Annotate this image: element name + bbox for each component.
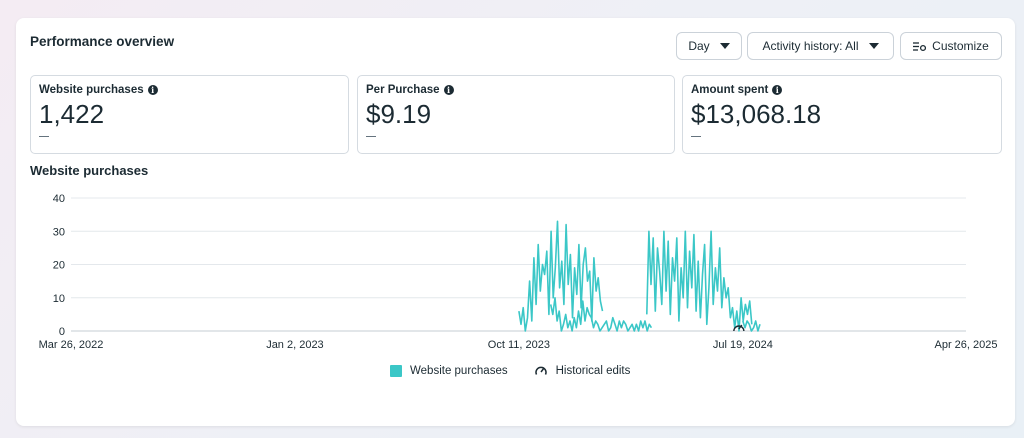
website-purchases-chart[interactable]: 0 10 20 30 40 Mar 26, 2022 Jan 2, 2023 Oct 11, … (16, 178, 1015, 363)
metric-value: $9.19 (366, 99, 432, 129)
info-icon[interactable]: i (443, 85, 454, 95)
chart-section-title: Website purchases (30, 163, 149, 178)
y-tick-label: 0 (59, 326, 65, 338)
caret-down-icon (868, 43, 879, 49)
legend-swatch (390, 365, 402, 377)
day-dropdown[interactable]: Day (676, 32, 742, 60)
customize-icon (913, 41, 927, 51)
day-dropdown-label: Day (688, 39, 710, 53)
performance-overview-panel: Performance overview Day Activity histor… (16, 18, 1015, 426)
series-line (518, 220, 604, 332)
y-tick-label: 10 (53, 293, 65, 305)
metric-card-amount-spent[interactable]: Amount spent i $13,068.18 (682, 75, 1002, 154)
metric-label: Website purchases (39, 84, 144, 96)
metric-card-website-purchases[interactable]: Website purchases i 1,422 (30, 75, 349, 154)
metric-label-row: Amount spent i (691, 84, 993, 96)
metric-label: Per Purchase (366, 84, 440, 96)
metric-label-row: Website purchases i (39, 84, 340, 96)
metric-value: 1,422 (39, 99, 105, 129)
customize-button[interactable]: Customize (900, 32, 1002, 60)
metric-delta-dash (39, 136, 49, 137)
metric-delta-dash (691, 136, 701, 137)
metric-value: $13,068.18 (691, 99, 822, 129)
x-tick-label: Jan 2, 2023 (266, 339, 324, 351)
metric-label: Amount spent (691, 84, 769, 96)
x-tick-label: Apr 26, 2025 (935, 339, 998, 351)
activity-history-label: Activity history: All (762, 39, 859, 53)
y-tick-label: 40 (53, 193, 65, 205)
metric-card-per-purchase[interactable]: Per Purchase i $9.19 (357, 75, 675, 154)
y-tick-label: 30 (53, 226, 65, 238)
legend-edits-label[interactable]: Historical edits (555, 365, 631, 377)
chart-legend: Website purchases Historical edits (390, 364, 630, 378)
activity-history-dropdown[interactable]: Activity history: All (747, 32, 894, 60)
metric-label-row: Per Purchase i (366, 84, 666, 96)
series-line (742, 320, 761, 332)
metric-delta-dash (366, 136, 376, 137)
info-icon[interactable]: i (147, 85, 158, 95)
x-tick-label: Oct 11, 2023 (488, 339, 550, 351)
historical-edits-icon (534, 366, 547, 375)
info-icon[interactable]: i (772, 85, 783, 95)
x-tick-label: Mar 26, 2022 (39, 339, 104, 351)
series-line (549, 297, 653, 332)
legend-series-label[interactable]: Website purchases (410, 365, 508, 377)
page-title: Performance overview (30, 34, 175, 49)
x-tick-label: Jul 19, 2024 (713, 339, 773, 351)
customize-label: Customize (932, 39, 989, 53)
caret-down-icon (719, 43, 730, 49)
series-line (646, 230, 753, 332)
y-tick-label: 20 (53, 260, 65, 272)
historical-edit-marker-icon (733, 324, 745, 332)
